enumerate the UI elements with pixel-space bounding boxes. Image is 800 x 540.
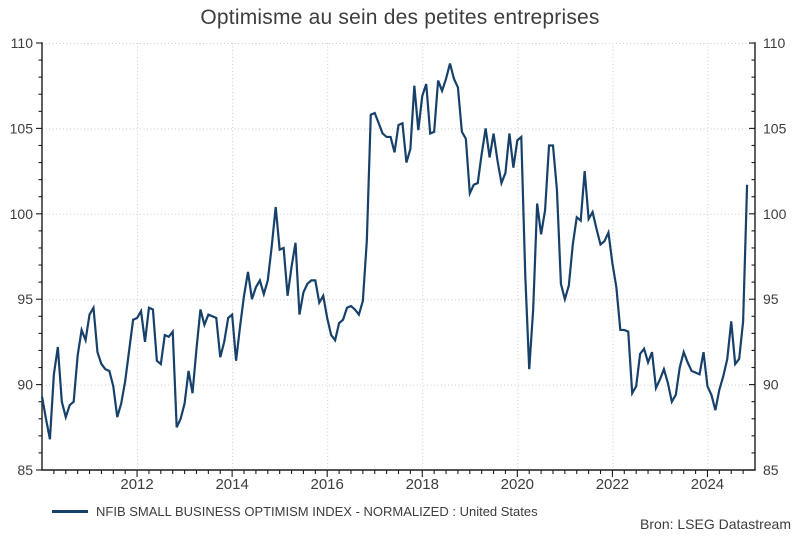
- svg-text:2018: 2018: [406, 476, 439, 493]
- y-axis-labels: 85 85 90 90 95 95 100 100 105 105 110 110: [10, 35, 787, 478]
- svg-text:105: 105: [763, 120, 787, 136]
- legend: NFIB SMALL BUSINESS OPTIMISM INDEX - NOR…: [52, 503, 538, 519]
- legend-label: NFIB SMALL BUSINESS OPTIMISM INDEX - NOR…: [96, 503, 538, 519]
- svg-text:2016: 2016: [311, 476, 344, 493]
- tick-marks: [36, 42, 755, 477]
- source-attribution: Bron: LSEG Datastream: [640, 516, 791, 532]
- svg-text:90: 90: [763, 377, 779, 393]
- svg-text:110: 110: [763, 35, 786, 51]
- svg-text:2014: 2014: [215, 476, 248, 493]
- svg-text:100: 100: [10, 206, 34, 222]
- svg-text:85: 85: [763, 462, 779, 478]
- svg-text:105: 105: [10, 120, 34, 136]
- svg-text:2012: 2012: [120, 476, 153, 493]
- svg-text:100: 100: [763, 206, 787, 222]
- series-line: [40, 63, 749, 440]
- legend-line-swatch: [52, 509, 88, 513]
- svg-text:2020: 2020: [501, 476, 534, 493]
- gridlines: [42, 43, 755, 470]
- svg-text:85: 85: [17, 462, 33, 478]
- axes: [41, 42, 756, 471]
- svg-text:2024: 2024: [691, 476, 724, 493]
- svg-text:95: 95: [763, 291, 779, 307]
- svg-text:95: 95: [17, 291, 33, 307]
- svg-text:110: 110: [11, 35, 34, 51]
- chart-title: Optimisme au sein des petites entreprise…: [200, 6, 600, 29]
- svg-text:2022: 2022: [596, 476, 629, 493]
- svg-text:90: 90: [17, 377, 33, 393]
- x-axis-labels: 2012 2014 2016 2018 2020 2022 2024: [120, 476, 724, 493]
